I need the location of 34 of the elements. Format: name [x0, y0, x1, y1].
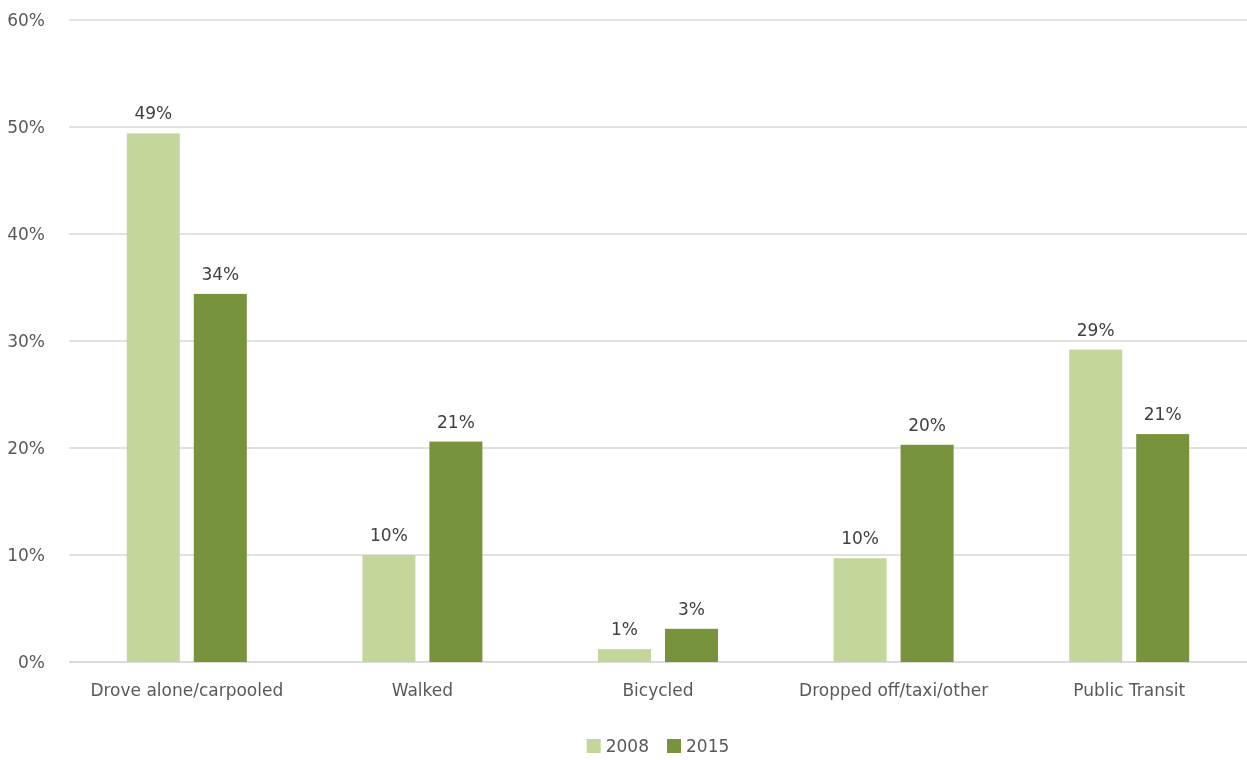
y-tick-label: 40% — [7, 223, 45, 244]
y-tick-label: 50% — [7, 116, 45, 137]
y-tick-label: 20% — [7, 437, 45, 458]
bar — [598, 649, 651, 662]
data-label: 20% — [908, 414, 946, 435]
y-tick-label: 10% — [7, 544, 45, 565]
bar — [362, 555, 416, 662]
data-label: 34% — [201, 263, 240, 284]
data-label: 1% — [611, 619, 638, 640]
x-tick-label: Dropped off/taxi/other — [799, 680, 989, 701]
y-tick-label: 30% — [7, 330, 45, 351]
x-tick-label: Walked — [391, 680, 454, 701]
x-tick-label: Bicycled — [622, 680, 694, 701]
data-label: 10% — [370, 525, 408, 545]
bar — [833, 558, 887, 662]
data-label: 21% — [1143, 404, 1182, 425]
y-tick-label: 0% — [18, 651, 45, 672]
legend-label: 2008 — [605, 736, 649, 756]
bar — [1069, 349, 1123, 662]
bar — [900, 444, 954, 662]
bar — [665, 628, 718, 662]
data-label: 29% — [1076, 319, 1115, 340]
bar — [429, 441, 483, 662]
bar — [126, 133, 180, 662]
data-label: 49% — [134, 103, 173, 124]
bar — [193, 293, 247, 662]
legend-label: 2015 — [686, 736, 730, 756]
data-label: 10% — [841, 528, 879, 549]
bar — [1136, 434, 1190, 662]
data-label: 3% — [678, 598, 705, 619]
x-tick-label: Drove alone/carpooled — [90, 680, 284, 701]
y-tick-label: 60% — [7, 9, 45, 30]
data-label: 21% — [437, 411, 475, 432]
x-tick-label: Public Transit — [1073, 680, 1186, 701]
